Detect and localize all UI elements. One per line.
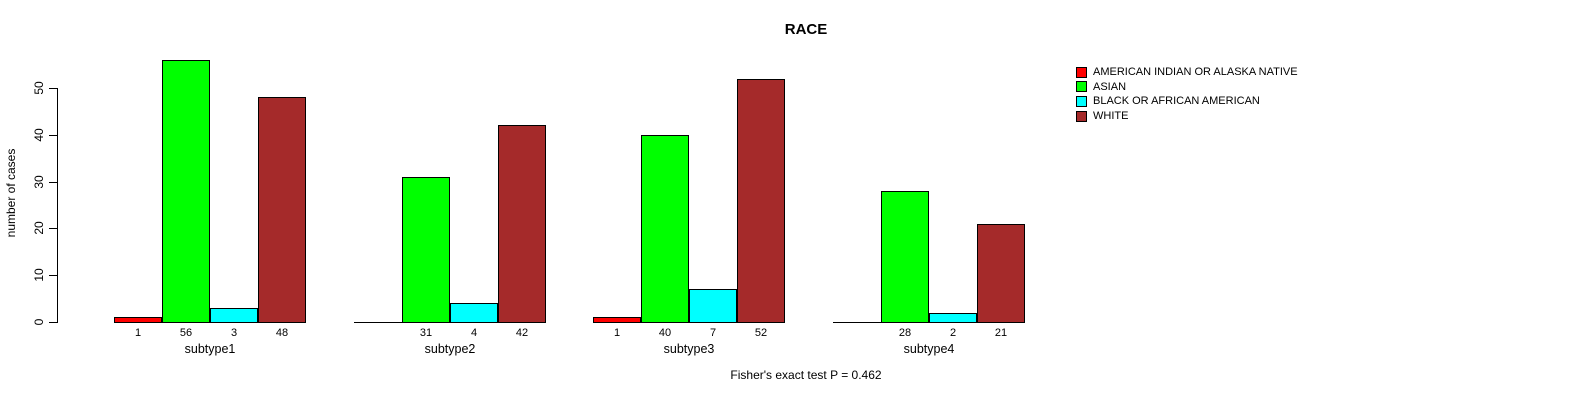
bar-subtype2-series1 bbox=[402, 177, 450, 323]
bar-value-label: 1 bbox=[613, 327, 621, 339]
x-category-label: subtype3 bbox=[663, 342, 715, 356]
y-tick-mark bbox=[49, 322, 57, 323]
legend-item: WHITE bbox=[1076, 110, 1128, 122]
bar-value-label: 28 bbox=[898, 327, 912, 339]
bar-subtype3-series2 bbox=[689, 289, 737, 323]
y-tick-label: 0 bbox=[32, 318, 46, 326]
bar-subtype1-series1 bbox=[162, 60, 210, 323]
bar-value-label: 52 bbox=[754, 327, 768, 339]
legend-item: BLACK OR AFRICAN AMERICAN bbox=[1076, 95, 1260, 107]
y-tick-mark bbox=[49, 275, 57, 276]
bar-value-label: 56 bbox=[179, 327, 193, 339]
chart-title: RACE bbox=[784, 21, 828, 38]
y-tick-label: 30 bbox=[32, 175, 46, 189]
y-tick-label: 50 bbox=[32, 81, 46, 95]
y-tick-mark bbox=[49, 88, 57, 89]
legend-item: ASIAN bbox=[1076, 81, 1126, 93]
y-tick-mark bbox=[49, 135, 57, 136]
bar-value-label: 31 bbox=[419, 327, 433, 339]
legend-label: BLACK OR AFRICAN AMERICAN bbox=[1093, 95, 1260, 108]
bar-value-label: 21 bbox=[994, 327, 1008, 339]
legend-swatch bbox=[1076, 81, 1087, 93]
legend-label: ASIAN bbox=[1093, 80, 1127, 93]
stat-test-caption: Fisher's exact test P = 0.462 bbox=[730, 368, 882, 382]
y-tick-label: 20 bbox=[32, 221, 46, 235]
x-category-label: subtype4 bbox=[903, 342, 955, 356]
legend-item: AMERICAN INDIAN OR ALASKA NATIVE bbox=[1076, 66, 1298, 78]
y-tick-mark bbox=[49, 228, 57, 229]
bar-subtype2-series2 bbox=[450, 303, 498, 323]
bar-subtype3-series3 bbox=[737, 79, 785, 323]
legend-swatch bbox=[1076, 66, 1087, 78]
bar-value-label: 3 bbox=[230, 327, 238, 339]
bar-value-label: 1 bbox=[134, 327, 142, 339]
bar-subtype1-series0 bbox=[114, 317, 162, 323]
bar-subtype3-series0 bbox=[593, 317, 641, 323]
bar-value-label: 40 bbox=[658, 327, 672, 339]
bar-value-label: 4 bbox=[470, 327, 478, 339]
bar-value-label: 42 bbox=[515, 327, 529, 339]
bar-subtype3-series1 bbox=[641, 135, 689, 323]
bar-subtype2-series3 bbox=[498, 125, 546, 323]
bar-value-label: 48 bbox=[275, 327, 289, 339]
bar-subtype4-series3 bbox=[977, 224, 1025, 323]
y-axis-label: number of cases bbox=[4, 148, 18, 238]
y-axis-line bbox=[57, 88, 58, 323]
bar-subtype4-series2 bbox=[929, 313, 977, 323]
y-tick-label: 10 bbox=[32, 268, 46, 282]
x-category-label: subtype1 bbox=[184, 342, 236, 356]
legend-swatch bbox=[1076, 95, 1087, 107]
bar-value-label: 7 bbox=[709, 327, 717, 339]
y-tick-mark bbox=[49, 182, 57, 183]
bar-subtype1-series2 bbox=[210, 308, 258, 323]
legend-label: WHITE bbox=[1093, 110, 1129, 123]
bar-value-label: 2 bbox=[949, 327, 957, 339]
bar-subtype4-series1 bbox=[881, 191, 929, 323]
legend-swatch bbox=[1076, 110, 1087, 122]
legend-label: AMERICAN INDIAN OR ALASKA NATIVE bbox=[1093, 66, 1298, 78]
x-category-label: subtype2 bbox=[424, 342, 476, 356]
bar-subtype1-series3 bbox=[258, 97, 306, 323]
y-tick-label: 40 bbox=[32, 128, 46, 142]
